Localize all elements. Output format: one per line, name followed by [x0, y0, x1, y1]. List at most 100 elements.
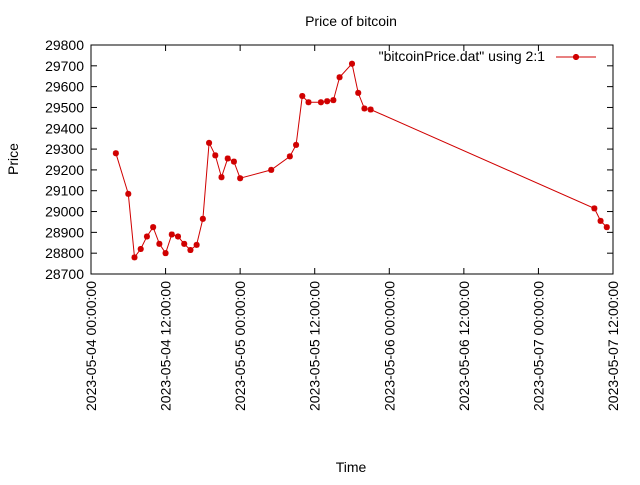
marker-stroke: [156, 240, 163, 247]
marker-stroke: [349, 60, 355, 67]
data-point: [187, 247, 194, 254]
legend: "bitcoinPrice.dat" using 2:1: [379, 48, 596, 64]
data-point: [150, 224, 157, 231]
marker-stroke: [125, 190, 132, 197]
y-tick-label: 29800: [45, 37, 84, 53]
marker-stroke: [162, 250, 169, 257]
legend-marker-glyph: [573, 54, 579, 60]
y-tick-label: 28700: [45, 266, 84, 282]
y-tick-label: 29600: [45, 79, 84, 95]
data-point: [224, 155, 231, 162]
data-point: [162, 250, 169, 257]
legend-label: "bitcoinPrice.dat" using 2:1: [379, 48, 546, 64]
x-tick-label: 2023-05-04 00:00:00: [83, 281, 99, 411]
data-point: [230, 158, 237, 165]
x-tick-label: 2023-05-05 12:00:00: [307, 281, 323, 411]
marker-stroke: [361, 105, 368, 112]
marker-stroke: [336, 74, 343, 81]
marker-stroke: [212, 152, 219, 159]
plot-frame: [90, 44, 614, 275]
marker-stroke: [112, 150, 119, 157]
data-point: [597, 217, 604, 224]
data-point: [355, 89, 362, 96]
marker-stroke: [367, 106, 374, 113]
data-point: [330, 97, 337, 104]
y-tick-label: 28800: [45, 245, 84, 261]
x-tick-label: 2023-05-06 12:00:00: [456, 281, 472, 411]
data-point: [168, 231, 175, 238]
y-tick-label: 29200: [45, 162, 84, 178]
marker-stroke: [330, 97, 337, 104]
marker-stroke: [131, 254, 138, 261]
marker-stroke: [218, 174, 225, 181]
data-point: [361, 105, 368, 112]
marker-stroke: [597, 217, 604, 224]
y-tick-label: 29100: [45, 183, 84, 199]
marker-stroke: [181, 240, 188, 247]
data-point: [131, 254, 138, 261]
marker-stroke: [237, 175, 244, 182]
y-tick-label: 29400: [45, 120, 84, 136]
marker-stroke: [206, 139, 213, 146]
marker-stroke: [199, 215, 206, 222]
legend-marker: [573, 54, 579, 60]
marker-stroke: [224, 155, 231, 162]
y-tick-label: 29000: [45, 204, 84, 220]
data-point: [293, 141, 300, 148]
data-point: [143, 233, 150, 240]
marker-stroke: [355, 89, 362, 96]
data-point: [137, 246, 144, 253]
marker-stroke: [293, 141, 300, 148]
marker-stroke: [591, 205, 598, 212]
marker-stroke: [317, 99, 324, 106]
y-tick-label: 28900: [45, 224, 84, 240]
data-point: [237, 175, 244, 182]
marker-stroke: [299, 93, 306, 100]
y-axis-ticks: 28700 28800 28900 29000 29100 29200 29300 29400…: [45, 37, 613, 282]
data-point: [112, 150, 119, 157]
data-point: [324, 98, 331, 105]
marker-stroke: [137, 246, 144, 253]
marker-stroke: [193, 241, 200, 248]
x-axis-ticks: 2023-05-04 00:00:00 2023-05-04 12:00:00 20…: [83, 45, 621, 411]
data-point: [286, 153, 293, 160]
series-line: [115, 62, 608, 259]
marker-stroke: [187, 247, 194, 254]
series-layer: [112, 60, 610, 261]
marker-stroke: [305, 99, 312, 106]
y-tick-label: 29300: [45, 141, 84, 157]
data-point: [336, 74, 343, 81]
marker-stroke: [324, 98, 331, 105]
marker-stroke: [230, 158, 237, 165]
data-point: [125, 190, 132, 197]
x-tick-label: 2023-05-07 00:00:00: [530, 281, 546, 411]
data-point: [603, 224, 610, 231]
marker-stroke: [286, 153, 293, 160]
data-point: [268, 166, 275, 173]
data-point: [349, 60, 355, 67]
data-point: [206, 139, 213, 146]
x-tick-label: 2023-05-06 00:00:00: [381, 281, 397, 411]
marker-stroke: [603, 224, 610, 231]
data-point: [181, 240, 188, 247]
marker-stroke: [168, 231, 175, 238]
data-point: [367, 106, 374, 113]
y-tick-label: 29500: [45, 99, 84, 115]
marker-stroke: [573, 54, 579, 60]
marker-stroke: [175, 233, 181, 240]
data-point: [193, 241, 200, 248]
y-axis-label: Price: [5, 143, 21, 175]
marker-stroke: [143, 233, 150, 240]
data-point: [212, 152, 219, 159]
x-tick-label: 2023-05-04 12:00:00: [158, 281, 174, 411]
data-point: [299, 93, 306, 100]
marker-stroke: [268, 166, 275, 173]
y-tick-label: 29700: [45, 58, 84, 74]
data-point: [156, 240, 163, 247]
x-tick-label: 2023-05-07 12:00:00: [605, 281, 621, 411]
data-point: [317, 99, 324, 106]
data-point: [199, 215, 206, 222]
data-point: [175, 233, 181, 240]
